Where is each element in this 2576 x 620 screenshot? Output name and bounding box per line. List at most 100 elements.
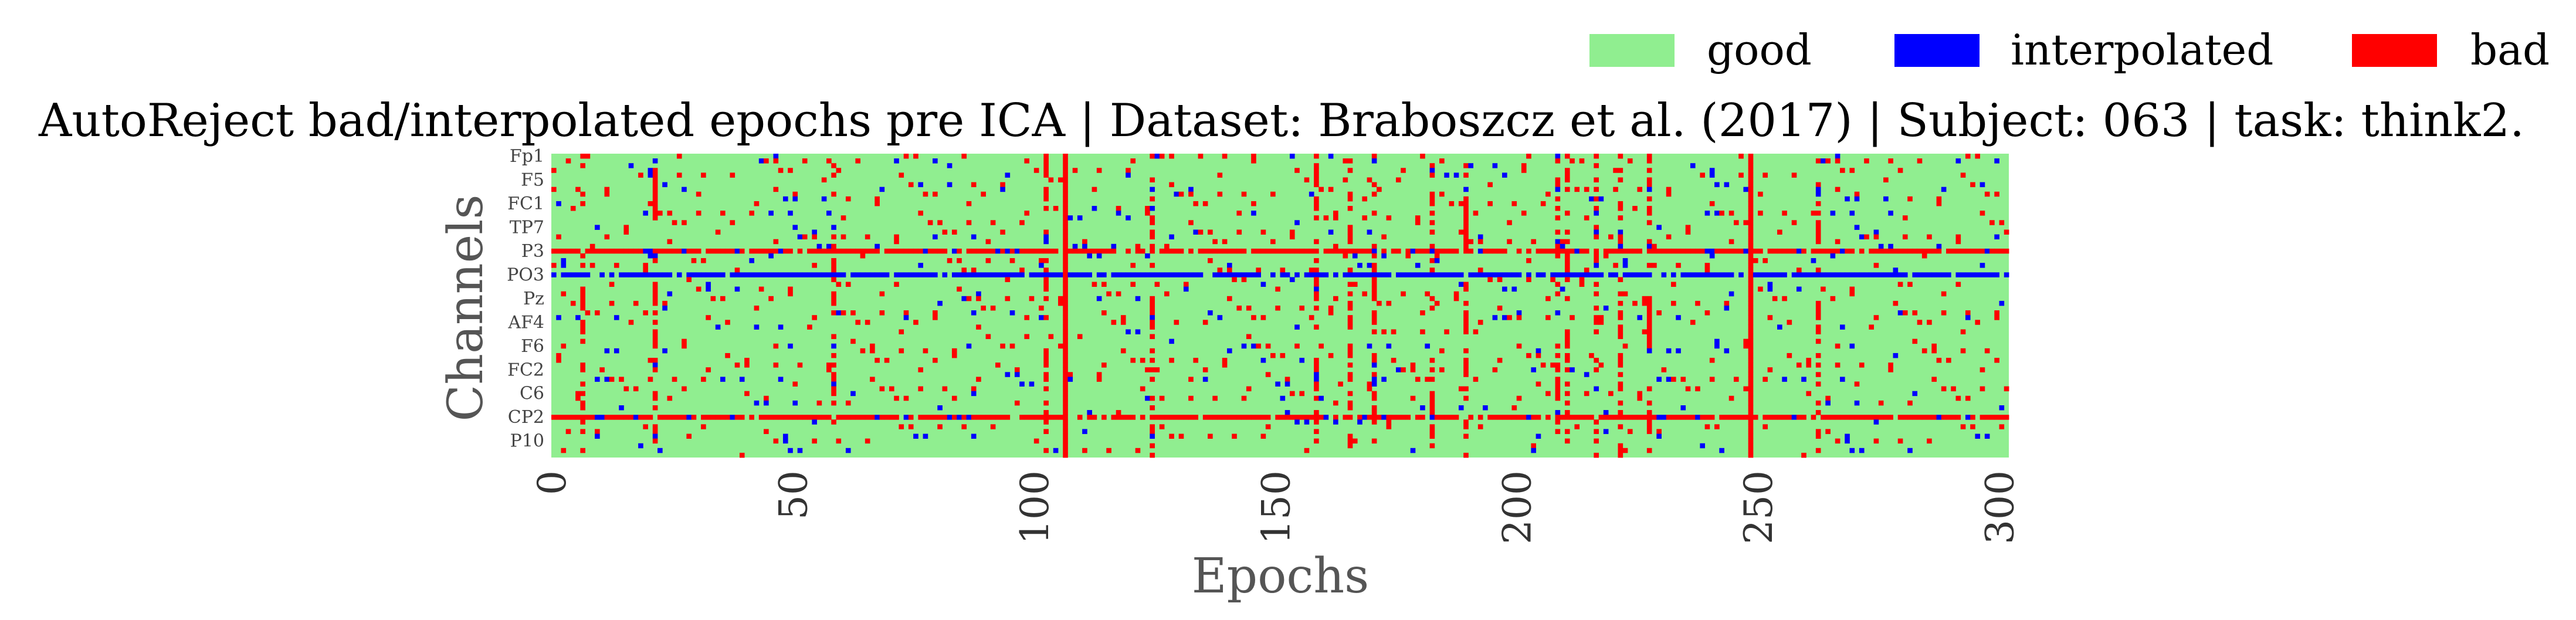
heatmap-cell-interpolated (1477, 272, 1483, 277)
heatmap-cell-bad (1343, 177, 1348, 182)
heatmap-cell-bad (1869, 415, 1874, 420)
heatmap-cell-bad (1347, 158, 1353, 164)
heatmap-cell-bad (1671, 282, 1676, 287)
heatmap-cell-bad (889, 386, 894, 392)
heatmap-cell-bad (1835, 158, 1841, 164)
heatmap-cell-interpolated (1492, 272, 1498, 277)
heatmap-cell-interpolated (1169, 272, 1174, 277)
heatmap-cell-bad (1960, 348, 1966, 354)
heatmap-cell-bad (604, 415, 610, 420)
heatmap-cell-bad (580, 400, 585, 406)
heatmap-cell-bad (1975, 154, 1981, 159)
heatmap-cell-bad (1029, 296, 1035, 301)
heatmap-cell-bad (961, 415, 967, 420)
heatmap-cell-bad (1063, 448, 1068, 453)
heatmap-cell-bad (1570, 315, 1575, 320)
heatmap-cell-bad (1444, 415, 1449, 420)
heatmap-cell-interpolated (667, 291, 673, 297)
heatmap-cell-bad (990, 424, 996, 429)
heatmap-cell-bad (1613, 248, 1618, 254)
heatmap-cell-bad (1835, 415, 1841, 420)
heatmap-cell-interpolated (1425, 272, 1430, 277)
heatmap-cell-bad (1048, 334, 1054, 340)
heatmap-cell-bad (1193, 415, 1199, 420)
heatmap-cell-bad (561, 248, 567, 254)
heatmap-cell-bad (1564, 296, 1570, 301)
heatmap-cell-interpolated (1087, 253, 1092, 259)
heatmap-cell-bad (1594, 320, 1599, 325)
heatmap-cell-bad (1748, 367, 1754, 372)
heatmap-cell-bad (831, 419, 836, 425)
heatmap-cell-interpolated (1226, 263, 1232, 268)
heatmap-cell-bad (1386, 300, 1392, 306)
heatmap-cell-bad (595, 429, 600, 434)
heatmap-cell-bad (672, 415, 677, 420)
heatmap-cell-interpolated (648, 168, 653, 173)
heatmap-cell-bad (1164, 243, 1170, 249)
heatmap-cell-bad (865, 320, 870, 325)
x-tick-label: 100 (1012, 470, 1057, 544)
heatmap-cell-bad (556, 358, 561, 363)
heatmap-cell-interpolated (1309, 272, 1314, 277)
heatmap-cell-bad (1280, 415, 1286, 420)
heatmap-cell-interpolated (764, 400, 769, 406)
heatmap-cell-bad (1555, 353, 1561, 358)
heatmap-cell-bad (836, 282, 842, 287)
heatmap-cell-bad (1748, 168, 1754, 173)
heatmap-cell-bad (1564, 415, 1570, 420)
heatmap-cell-bad (633, 300, 639, 306)
heatmap-cell-bad (754, 248, 760, 254)
heatmap-cell-bad (1043, 267, 1049, 273)
heatmap-cell-bad (1477, 415, 1483, 420)
heatmap-cell-bad (667, 395, 673, 401)
legend-swatch-bad (2352, 34, 2437, 67)
heatmap-cell-bad (1463, 211, 1469, 216)
heatmap-cell-bad (1709, 377, 1715, 382)
heatmap-cell-bad (1733, 248, 1739, 254)
heatmap-cell-interpolated (1304, 419, 1310, 425)
heatmap-cell-interpolated (1140, 272, 1145, 277)
heatmap-cell-bad (1371, 372, 1377, 377)
heatmap-cell-bad (1463, 196, 1469, 202)
heatmap-cell-bad (1063, 358, 1068, 363)
heatmap-cell-bad (875, 358, 880, 363)
heatmap-cell-bad (1024, 415, 1030, 420)
heatmap-cell-bad (628, 320, 634, 325)
heatmap-cell-bad (561, 415, 567, 420)
heatmap-cell-interpolated (792, 272, 798, 277)
heatmap-cell-bad (816, 248, 822, 254)
heatmap-cell-bad (1594, 206, 1599, 211)
heatmap-cell-bad (1063, 372, 1068, 377)
heatmap-cell-bad (894, 415, 899, 420)
heatmap-cell-bad (1743, 415, 1749, 420)
heatmap-cell-interpolated (1714, 338, 1720, 344)
heatmap-cell-bad (1357, 248, 1362, 254)
heatmap-cell-bad (580, 163, 585, 168)
heatmap-cell-interpolated (899, 272, 904, 277)
heatmap-cell-interpolated (1970, 272, 1975, 277)
heatmap-cell-bad (725, 248, 730, 254)
heatmap-cell-interpolated (1507, 272, 1512, 277)
heatmap-cell-interpolated (1150, 206, 1155, 211)
heatmap-cell-bad (1748, 211, 1754, 216)
heatmap-cell-bad (1352, 438, 1358, 444)
heatmap-cell-bad (1323, 248, 1329, 254)
heatmap-cell-bad (1815, 201, 1821, 206)
heatmap-cell-bad (1748, 282, 1754, 287)
heatmap-cell-bad (1333, 211, 1338, 216)
heatmap-cell-interpolated (1854, 272, 1860, 277)
heatmap-cell-bad (1564, 187, 1570, 192)
heatmap-cell-bad (1555, 158, 1561, 164)
heatmap-cell-bad (1371, 191, 1377, 197)
heatmap-cell-interpolated (1714, 343, 1720, 349)
heatmap-cell-bad (676, 154, 682, 159)
heatmap-cell-bad (1676, 415, 1681, 420)
heatmap-cell-bad (792, 415, 798, 420)
heatmap-cell-bad (1126, 415, 1131, 420)
heatmap-cell-bad (1613, 187, 1618, 192)
heatmap-cell-bad (1545, 191, 1551, 197)
heatmap-cell-bad (1627, 415, 1633, 420)
heatmap-cell-interpolated (908, 272, 914, 277)
heatmap-cell-bad (1748, 277, 1754, 282)
heatmap-cell-bad (682, 386, 687, 392)
